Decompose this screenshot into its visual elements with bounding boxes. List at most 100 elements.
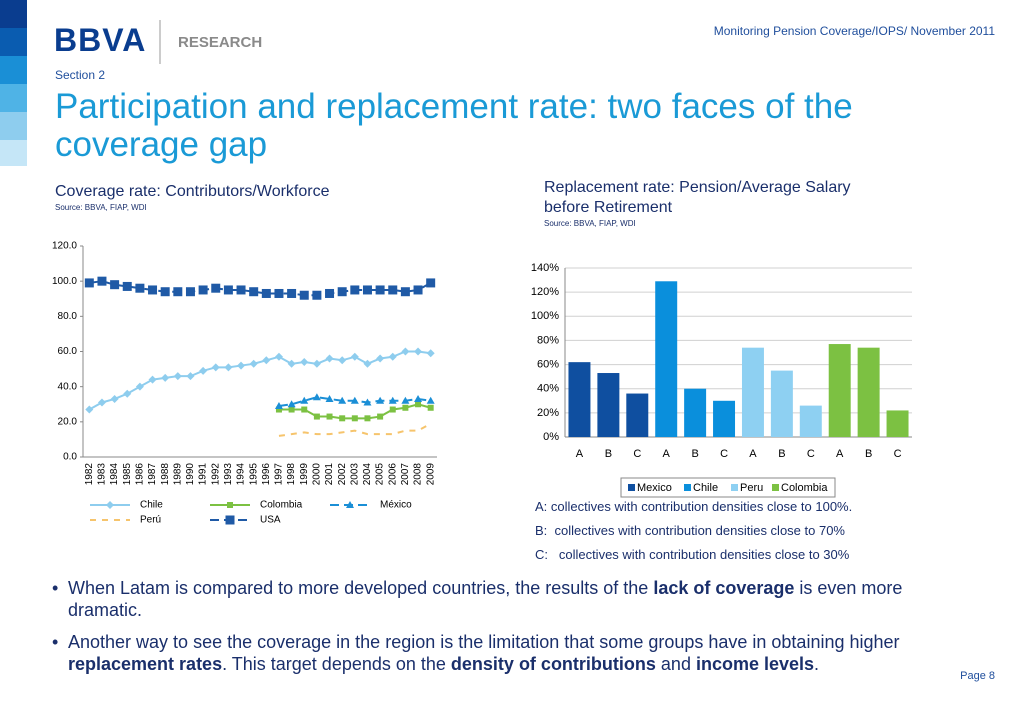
legend-label: Chile [693,482,718,494]
bullet-text: is even more dramatic. [68,578,903,620]
point [223,285,233,295]
y-tick-label: 80.0 [58,311,78,322]
legend-label: Chile [140,500,163,511]
note: B: collectives with contribution densiti… [535,523,845,538]
point [401,347,410,356]
y-tick-label: 120% [531,286,559,298]
point [414,347,423,356]
legend-marker [227,502,233,508]
point [338,356,347,365]
legend-label: México [380,500,412,511]
point [173,372,182,381]
legend-label: Colombia [260,500,303,511]
stripe [0,84,27,112]
topic: Monitoring Pension Coverage/IOPS/ Novemb… [713,24,995,38]
point [262,356,271,365]
bullet-text: income levels [695,654,815,674]
bullet-text: replacement rates [68,654,223,674]
x-tick-label: 1994 [236,463,247,486]
legend-marker [106,501,114,509]
x-tick-label: 1984 [109,463,120,486]
x-tick-label: 1983 [97,463,108,486]
point [135,382,144,391]
point [427,404,434,411]
y-tick-label: 0.0 [63,452,77,463]
point [161,373,170,382]
y-tick-label: 40.0 [58,381,78,392]
point [402,404,409,411]
page-number: Page 8 [960,670,995,682]
x-tick-label: A [749,448,757,460]
bar [857,347,880,437]
legend-label: Perú [140,515,161,526]
point [388,396,397,404]
x-tick-label: 2002 [337,463,348,486]
x-tick-label: C [894,448,902,460]
x-tick-label: 1990 [185,463,196,486]
point [313,413,320,420]
legend-label: Mexico [637,482,672,494]
point [312,290,322,300]
series-line [89,280,432,297]
point [376,354,385,363]
legend-marker [346,501,354,508]
point [135,283,145,293]
point [148,285,158,295]
x-tick-label: A [576,448,584,460]
stripe [0,0,27,28]
chart-title: Replacement rate: Pension/Average Salary… [544,179,851,216]
bar [655,281,678,437]
chart-source: Source: BBVA, FIAP, WDI [544,219,636,228]
point [389,406,396,413]
legend-label: USA [260,515,281,526]
stripe [0,28,27,56]
x-tick-label: 2007 [400,463,411,486]
bullet-text: . [814,654,820,674]
point [426,349,435,358]
x-tick-label: 1982 [84,463,95,486]
point [300,396,309,404]
point [350,396,359,404]
x-tick-label: 1992 [210,463,221,486]
point [325,394,334,402]
point [287,359,296,368]
bar [799,405,822,437]
point [160,287,170,297]
note: C: collectives with contribution densiti… [535,547,850,562]
x-tick-label: 2003 [349,463,360,486]
x-tick-label: C [720,448,728,460]
x-tick-label: B [778,448,785,460]
point [326,413,333,420]
point [415,401,422,408]
x-tick-label: 1998 [286,463,297,486]
point [236,285,246,295]
point [375,285,385,295]
point [299,290,309,300]
y-tick-label: 120.0 [52,241,77,252]
x-tick-label: 1996 [261,463,272,486]
legend-swatch [684,484,691,491]
x-tick-label: 2001 [324,463,335,486]
point [186,372,195,381]
series-line [278,422,432,437]
series-line [88,350,431,411]
bullet: • Another way to see the coverage in the … [52,632,900,674]
x-tick-label: 2004 [362,463,373,486]
point [325,288,335,298]
point [173,287,183,297]
point [148,375,157,384]
bullet-text: density of contributions [450,654,656,674]
point [339,415,346,422]
point [377,413,384,420]
point [199,366,208,375]
x-tick-label: C [807,448,815,460]
point [85,405,94,414]
y-tick-label: 40% [537,383,559,395]
bullet-text: . This target depends on the [222,654,451,674]
point [414,394,423,402]
point [325,354,334,363]
x-tick-label: 2008 [413,463,424,486]
x-tick-label: B [691,448,698,460]
x-tick-label: A [836,448,844,460]
point [237,361,246,370]
